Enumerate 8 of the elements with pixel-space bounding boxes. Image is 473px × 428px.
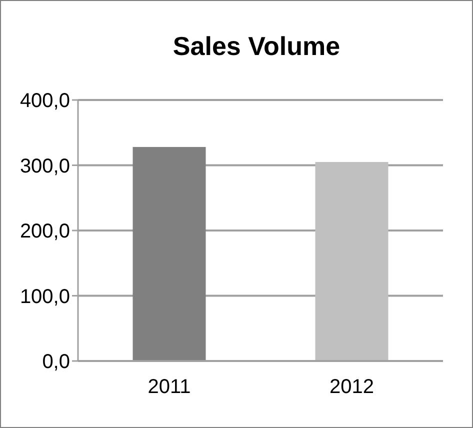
y-tick-label: 300,0 — [20, 155, 70, 178]
y-tick-label: 100,0 — [20, 286, 70, 308]
y-tick-label: 400,0 — [20, 90, 70, 112]
y-tick-label: 200,0 — [20, 220, 70, 242]
y-tick-label: 0,0 — [42, 351, 70, 373]
x-tick-label: 2011 — [148, 376, 191, 398]
x-tick-label: 2012 — [330, 376, 374, 398]
chart-title: Sales Volume — [172, 31, 340, 61]
